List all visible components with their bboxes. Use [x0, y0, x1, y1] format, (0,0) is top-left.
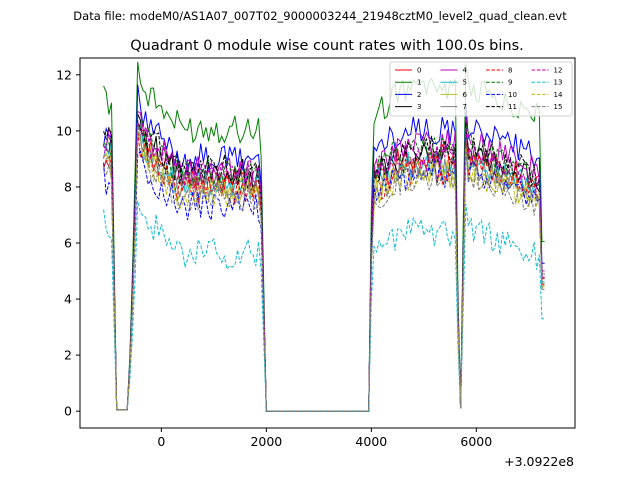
x-tick-label: 2000 [250, 434, 282, 449]
series-line-5 [103, 121, 545, 412]
legend-frame [389, 61, 573, 117]
legend-label: 5 [463, 79, 467, 87]
legend-label: 6 [463, 91, 468, 99]
plot-lines [103, 61, 545, 412]
y-axis: 0 2 4 6 8 10 12 [56, 67, 80, 419]
legend-label: 7 [463, 103, 467, 111]
legend-label: 0 [417, 67, 421, 75]
y-tick-label: 8 [64, 179, 72, 194]
legend-label: 15 [554, 103, 563, 111]
legend-label: 9 [508, 79, 512, 87]
x-tick-label: 0 [157, 434, 165, 449]
legend-label: 11 [508, 103, 517, 111]
y-tick-label: 10 [56, 123, 72, 138]
legend-label: 4 [463, 67, 468, 75]
legend-label: 14 [554, 91, 563, 99]
legend-label: 3 [417, 103, 421, 111]
series-line-0 [103, 122, 545, 412]
series-line-15 [103, 122, 545, 412]
legend-label: 13 [554, 79, 563, 87]
legend-label: 1 [417, 79, 421, 87]
legend-label: 2 [417, 91, 421, 99]
legend-label: 8 [508, 67, 512, 75]
series-line-10 [103, 147, 545, 412]
series-line-13 [103, 200, 545, 412]
chart-suptitle: Data file: modeM0/AS1A07_007T02_90000032… [73, 9, 567, 23]
x-tick-label: 4000 [355, 434, 387, 449]
x-offset-label: +3.0922e8 [504, 454, 574, 469]
y-tick-label: 12 [56, 67, 72, 82]
y-tick-label: 2 [64, 348, 72, 363]
y-tick-label: 6 [64, 236, 72, 251]
y-tick-label: 4 [64, 292, 72, 307]
series-line-2 [103, 84, 545, 412]
chart-title: Quadrant 0 module wise count rates with … [130, 38, 524, 54]
y-tick-label: 0 [64, 404, 72, 419]
legend-label: 10 [508, 91, 517, 99]
legend-label: 12 [554, 67, 563, 75]
x-axis: 0 2000 4000 6000 [157, 428, 492, 449]
series-line-12 [103, 121, 545, 412]
x-tick-label: 6000 [460, 434, 492, 449]
series-line-14 [103, 129, 545, 412]
